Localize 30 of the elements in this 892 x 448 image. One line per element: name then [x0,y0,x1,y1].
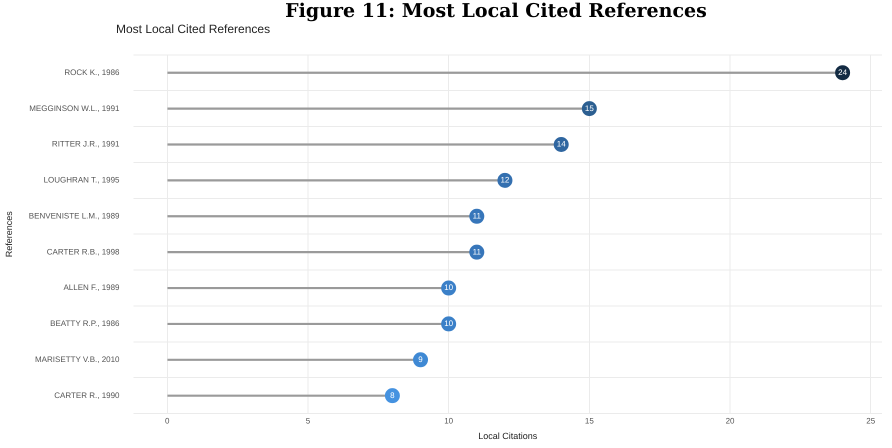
y-tick-label: ALLEN F., 1989 [63,283,120,292]
y-tick-label: ROCK K., 1986 [64,68,120,77]
chart-subtitle: Most Local Cited References [115,22,272,36]
data-label: 9 [418,354,424,364]
x-tick-label: 25 [866,416,876,426]
x-tick-label: 0 [165,416,170,426]
x-axis-title: Local Citations [478,431,538,442]
x-tick-label: 10 [444,416,454,426]
data-label: 14 [556,140,566,149]
y-tick-label: CARTER R., 1990 [54,390,120,400]
x-tick-label: 20 [726,416,736,426]
data-label: 10 [444,283,454,292]
y-tick-label: BENVENISTE L.M., 1989 [28,211,120,220]
data-label: 24 [838,68,848,77]
data-label: 15 [584,104,594,113]
chart-title: Figure 11: Most Local Cited References [284,0,708,22]
y-tick-label: CARTER R.B., 1998 [46,247,120,256]
y-tick-label: BEATTY R.P., 1986 [50,319,120,328]
y-tick-label: LOUGHRAN T., 1995 [44,176,120,185]
data-label: 11 [472,211,482,220]
y-tick-label: MEGGINSON W.L., 1991 [29,104,120,113]
y-tick-label: MARISETTY V.B., 2010 [35,354,120,364]
y-tick-label: RITTER J.R., 1991 [52,140,120,149]
data-label: 10 [444,319,454,328]
data-label: 11 [472,247,482,256]
x-tick-label: 5 [306,416,311,426]
data-label: 12 [500,176,510,185]
y-axis-title: References [4,210,14,258]
x-tick-label: 15 [584,416,594,426]
data-label: 8 [390,390,396,400]
